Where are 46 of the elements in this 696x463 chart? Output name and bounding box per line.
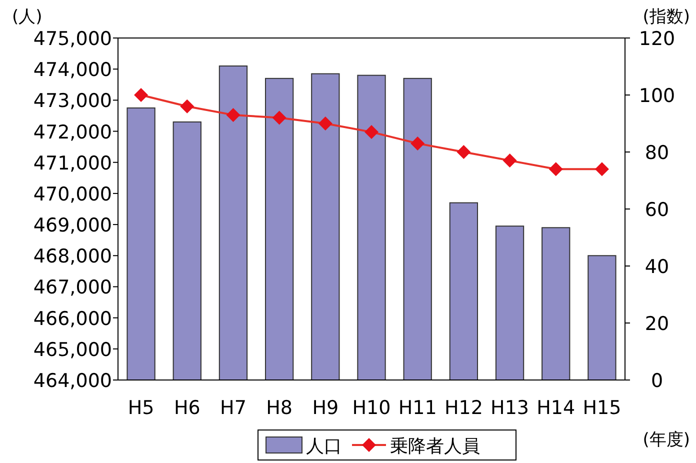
y-axis-title: (人) [12,7,42,27]
y2-tick-label: 20 [644,313,670,335]
x-tick-label: H6 [174,397,200,419]
point [410,136,425,150]
y-tick-label: 464,000 [33,370,112,392]
y-tick-label: 471,000 [33,152,112,174]
y2-tick-label: 120 [638,28,676,50]
point [364,125,378,140]
x-tick-label: H13 [490,397,530,419]
y2-tick-label: 80 [644,142,670,164]
x-axis-title: (年度) [642,430,690,450]
legend-label: 乗降者人員 [390,436,480,457]
x-tick-label: H12 [444,397,483,419]
y-tick-label: 472,000 [33,121,112,144]
x-tick-label: H15 [582,397,622,419]
y-tick-label: 469,000 [33,214,112,237]
point [226,108,240,122]
legend-label: 人口 [306,436,342,457]
x-tick-label: H11 [398,397,437,419]
y-tick-label: 465,000 [33,338,112,361]
y2-tick-label: 40 [644,256,670,278]
point [272,110,286,125]
point [594,162,609,176]
y2-axis-title: (指数) [642,7,690,27]
x-tick-label: H14 [536,397,576,419]
x-tick-label: H8 [266,397,293,419]
point [502,154,517,168]
y2-tick-label: 60 [644,199,670,221]
x-tick-label: H10 [352,397,391,419]
y-tick-label: 470,000 [33,183,112,206]
point [180,99,194,114]
y-tick-label: 473,000 [33,90,112,112]
point [456,145,471,159]
x-tick-label: H7 [220,397,246,419]
point [134,88,148,102]
y-tick-label: 468,000 [33,246,112,268]
y-tick-label: 467,000 [33,276,112,299]
x-tick-label: H5 [128,397,154,419]
y-tick-label: 475,000 [33,28,112,50]
y2-tick-label: 0 [650,370,664,392]
point [318,116,332,130]
y-tick-label: 466,000 [33,308,112,330]
y2-tick-label: 100 [638,85,676,107]
x-tick-label: H9 [312,397,339,419]
point [548,162,563,176]
y-tick-label: 474,000 [33,59,112,82]
